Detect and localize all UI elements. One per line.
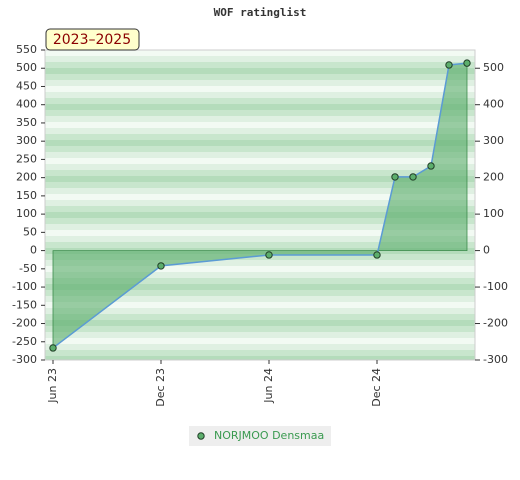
stripe — [45, 194, 475, 200]
x-tick-label: Dec 24 — [370, 368, 383, 407]
stripe — [45, 116, 475, 122]
y2-tick-label: 400 — [483, 98, 504, 111]
y-tick-label: 350 — [16, 116, 37, 129]
legend-box — [189, 426, 331, 446]
y-tick-label: 300 — [16, 134, 37, 147]
marker — [427, 162, 435, 170]
stripe — [45, 230, 475, 236]
y-tick-label: 150 — [16, 189, 37, 202]
stripe — [45, 128, 475, 134]
stripe — [45, 338, 475, 344]
stripe — [45, 146, 475, 152]
stripe — [45, 62, 475, 68]
stripe — [45, 272, 475, 278]
stripe — [45, 278, 475, 284]
stripe — [45, 98, 475, 104]
y-tick-label: -50 — [19, 262, 37, 275]
chart-title: WOF ratinglist — [214, 6, 307, 19]
stripe — [45, 68, 475, 74]
y-tick-label: -200 — [12, 317, 37, 330]
stripe — [45, 122, 475, 128]
stripe — [45, 344, 475, 350]
stripe — [45, 176, 475, 182]
stripe — [45, 320, 475, 326]
stripe — [45, 56, 475, 62]
stripe — [45, 254, 475, 260]
stripe — [45, 242, 475, 248]
stripe — [45, 182, 475, 188]
marker — [157, 262, 165, 270]
y-tick-label: 500 — [16, 61, 37, 74]
marker — [49, 344, 57, 352]
y-tick-label: -150 — [12, 298, 37, 311]
stripe — [45, 290, 475, 296]
stripe — [45, 266, 475, 272]
stripe — [45, 314, 475, 320]
stripe — [45, 284, 475, 290]
y-tick-label: 200 — [16, 171, 37, 184]
stripe — [45, 218, 475, 224]
y2-tick-label: -100 — [483, 280, 508, 293]
stripe — [45, 224, 475, 230]
stripe — [45, 152, 475, 158]
stripe — [45, 86, 475, 92]
badge: 2023–2025 — [53, 32, 131, 48]
stripe — [45, 80, 475, 86]
y-tick-label: 250 — [16, 152, 37, 165]
y2-tick-label: -300 — [483, 353, 508, 366]
legend-label: NORJMOO Densmaa — [214, 429, 324, 442]
stripe — [45, 206, 475, 212]
badge-box — [45, 28, 140, 51]
x-tick-label: Dec 23 — [154, 368, 167, 407]
stripe — [45, 188, 475, 194]
y2-tick-label: 300 — [483, 134, 504, 147]
stripe — [45, 212, 475, 218]
stripe — [45, 92, 475, 98]
y-tick-label: 450 — [16, 79, 37, 92]
stripe — [45, 200, 475, 206]
marker — [391, 173, 399, 181]
y-tick-label: -250 — [12, 335, 37, 348]
y2-tick-label: 100 — [483, 207, 504, 220]
stripe — [45, 110, 475, 116]
stripe — [45, 164, 475, 170]
stripe — [45, 350, 475, 356]
stripe — [45, 170, 475, 176]
legend-marker — [197, 432, 205, 440]
stripe — [45, 104, 475, 110]
y2-tick-label: 200 — [483, 171, 504, 184]
x-tick-label: Jun 23 — [46, 368, 59, 404]
y2-tick-label: 0 — [483, 244, 490, 257]
y-tick-label: 50 — [23, 225, 37, 238]
plot-frame — [44, 49, 476, 361]
marker — [265, 251, 273, 259]
marker — [409, 173, 417, 181]
y2-tick-label: 500 — [483, 61, 504, 74]
stripe — [45, 134, 475, 140]
x-tick-label: Jun 24 — [262, 368, 275, 404]
stripe — [45, 308, 475, 314]
stripe — [45, 140, 475, 146]
stripe — [45, 236, 475, 242]
y-tick-label: 550 — [16, 43, 37, 56]
stripe — [45, 158, 475, 164]
y-tick-label: 0 — [30, 244, 37, 257]
y-tick-label: 400 — [16, 98, 37, 111]
stripe — [45, 260, 475, 266]
y-tick-label: 100 — [16, 207, 37, 220]
stripe — [45, 50, 475, 56]
stripe — [45, 326, 475, 332]
y-tick-label: -300 — [12, 353, 37, 366]
stripe — [45, 356, 475, 360]
stripe — [45, 302, 475, 308]
y2-tick-label: -200 — [483, 317, 508, 330]
y-tick-label: -100 — [12, 280, 37, 293]
stripe — [45, 74, 475, 80]
stripe — [45, 332, 475, 338]
marker — [445, 61, 453, 69]
stripe — [45, 296, 475, 302]
marker — [373, 251, 381, 259]
marker — [463, 59, 471, 67]
